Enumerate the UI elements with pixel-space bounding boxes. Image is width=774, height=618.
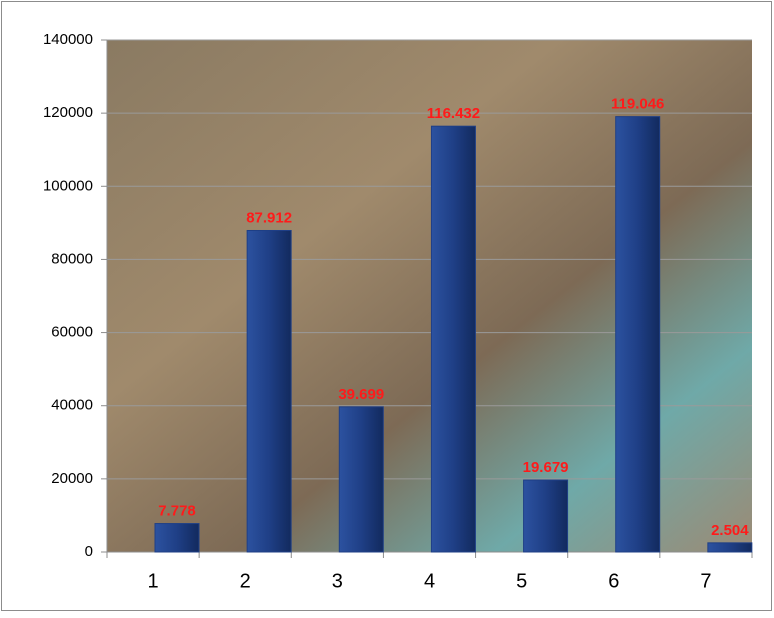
- bar: [338, 406, 384, 553]
- bar: [707, 542, 753, 553]
- y-tick-label: 80000: [51, 250, 93, 267]
- y-tick-label: 100000: [43, 177, 93, 194]
- x-tick-label: 3: [332, 570, 343, 592]
- y-tick-label: 0: [85, 543, 93, 560]
- bar: [154, 523, 200, 553]
- x-tick-label: 7: [700, 570, 711, 592]
- bar: [523, 479, 569, 553]
- x-tick-label: 5: [516, 570, 527, 592]
- value-label: 19.679: [523, 459, 569, 476]
- x-tick-label: 2: [240, 570, 251, 592]
- value-label: 39.699: [338, 386, 384, 403]
- x-tick-label: 4: [424, 570, 435, 592]
- value-label: 7.778: [158, 503, 196, 520]
- y-tick-label: 120000: [43, 104, 93, 121]
- value-label: 119.046: [611, 96, 664, 113]
- bar: [246, 229, 292, 553]
- y-tick-label: 20000: [51, 470, 93, 487]
- value-label: 2.504: [711, 522, 749, 539]
- x-tick-label: 1: [148, 570, 159, 592]
- y-tick-label: 40000: [51, 397, 93, 414]
- value-label: 116.432: [427, 105, 480, 122]
- bar: [430, 125, 476, 553]
- value-label: 87.912: [246, 209, 292, 226]
- y-tick-label: 140000: [43, 31, 93, 48]
- x-tick-label: 6: [608, 570, 619, 592]
- y-tick-label: 60000: [51, 324, 93, 341]
- bar: [615, 116, 661, 553]
